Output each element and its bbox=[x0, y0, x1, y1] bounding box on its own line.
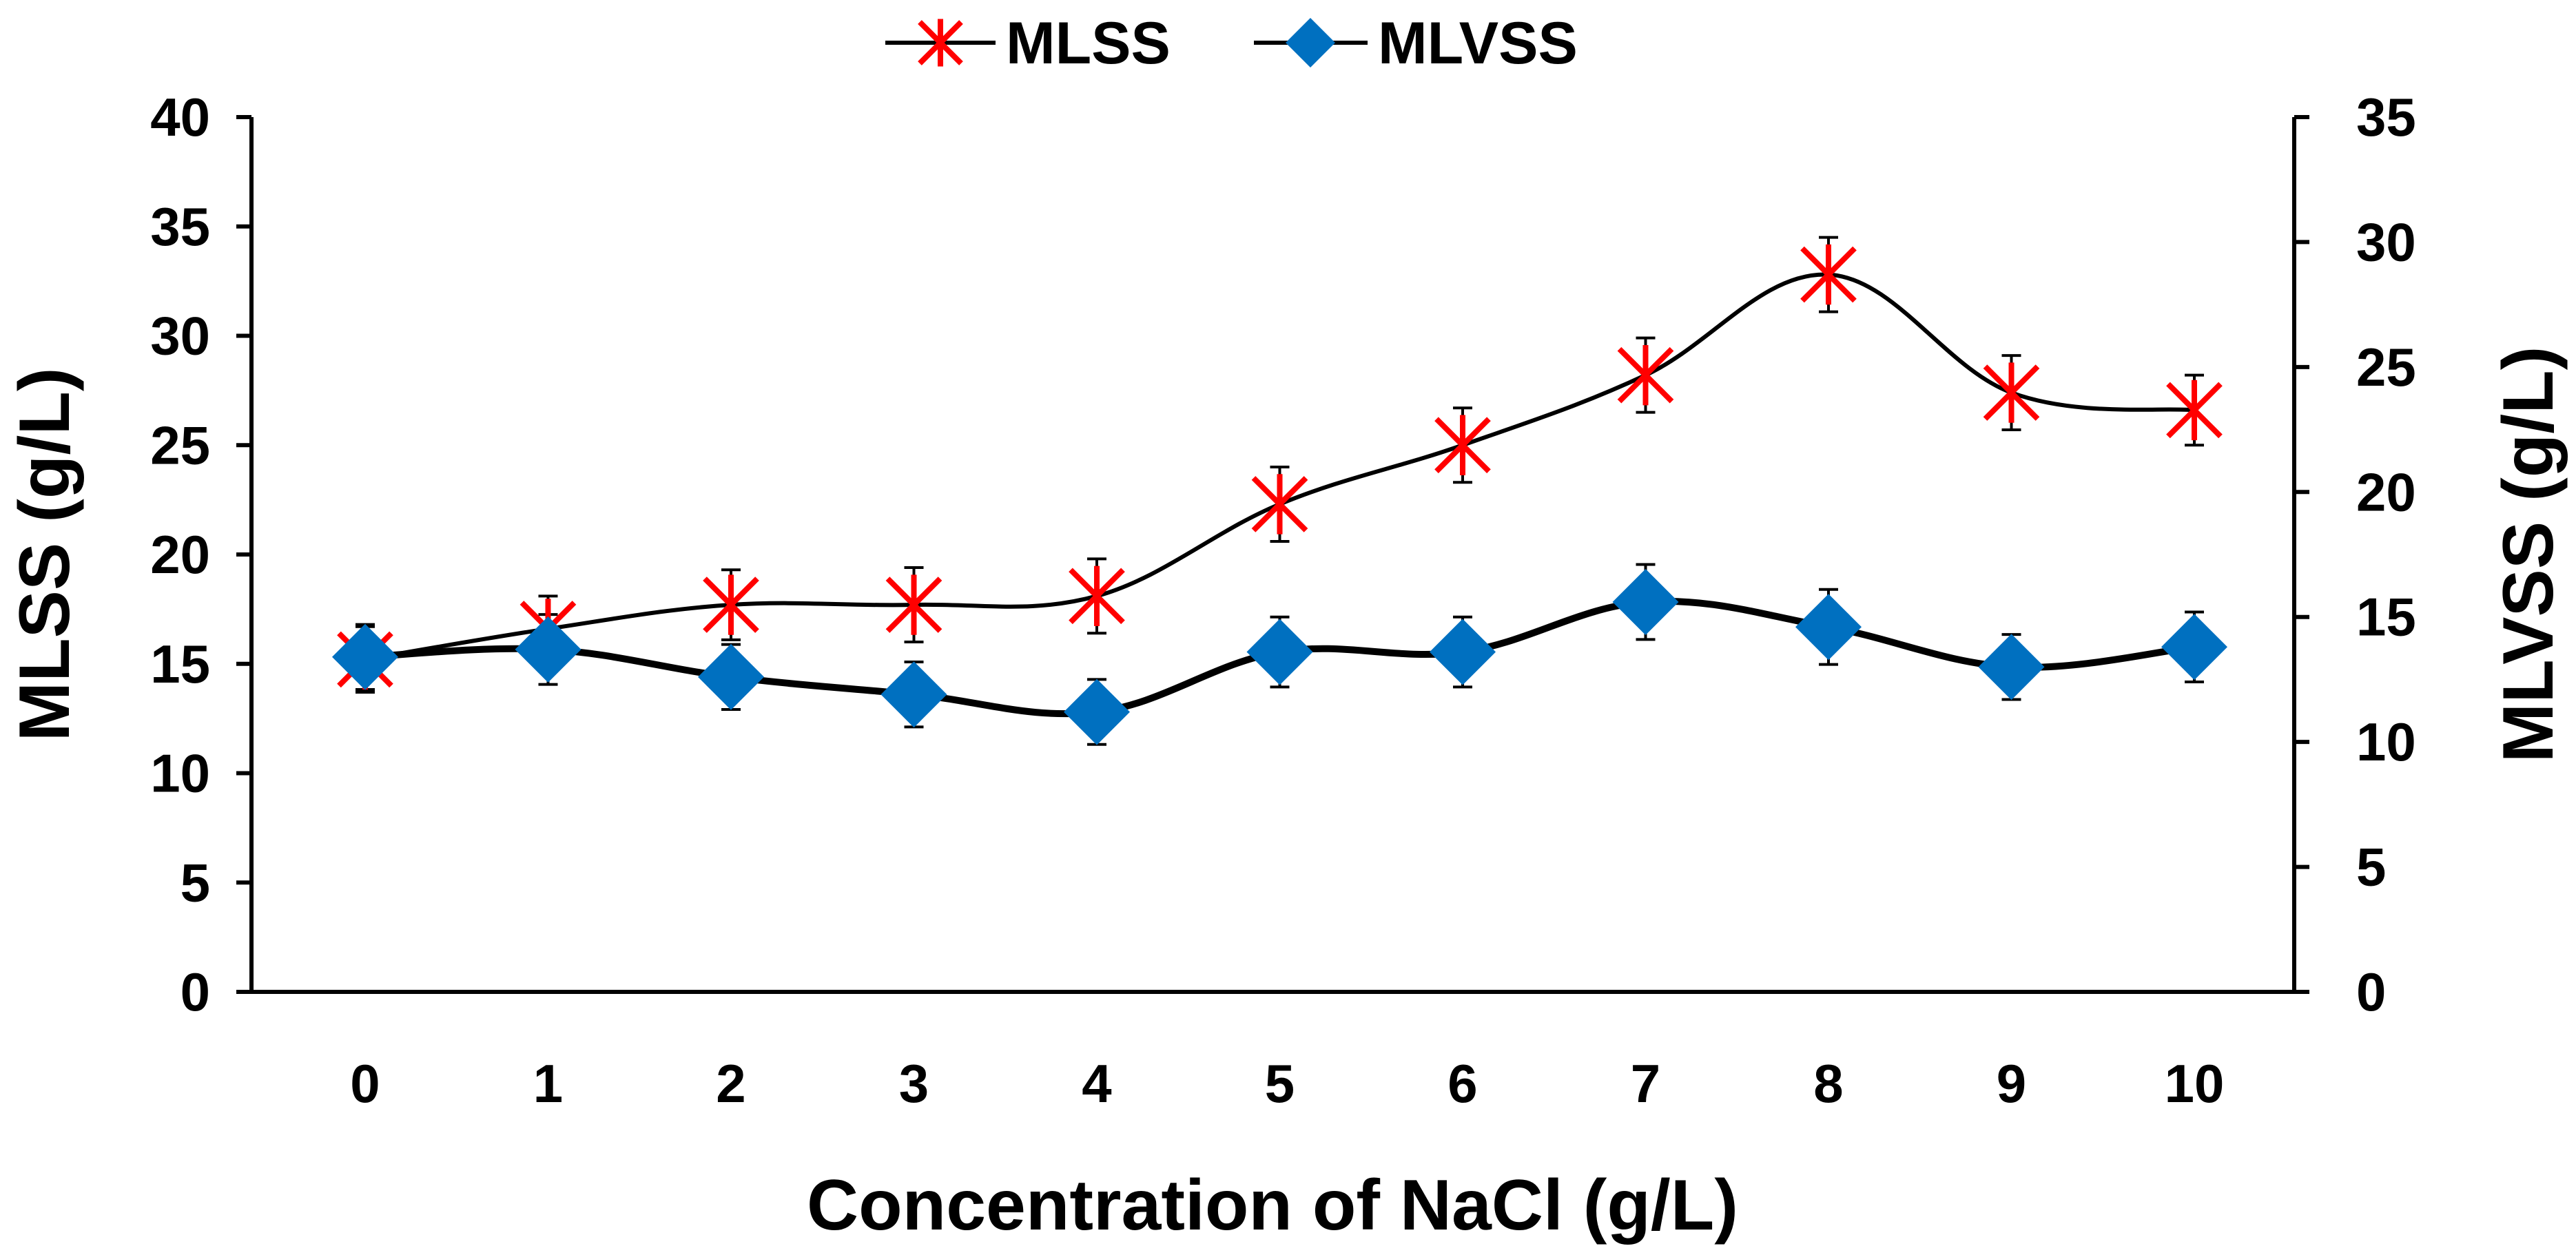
mlvss-point bbox=[1795, 594, 1862, 661]
right-y-tick-label: 20 bbox=[2356, 461, 2416, 522]
x-tick-label: 10 bbox=[2165, 1053, 2225, 1114]
right-y-tick-label: 15 bbox=[2356, 587, 2416, 647]
left-y-axis-ticks: 0 5 10 15 20 25 30 35 40 bbox=[150, 87, 251, 1022]
x-tick-label: 8 bbox=[1813, 1053, 1843, 1114]
right-y-tick-label: 35 bbox=[2356, 87, 2416, 147]
left-y-tick-label: 30 bbox=[150, 306, 210, 366]
x-tick-label: 9 bbox=[1997, 1053, 2026, 1114]
right-y-tick-label: 0 bbox=[2356, 962, 2386, 1022]
left-y-tick-label: 25 bbox=[150, 415, 210, 475]
mlss-point bbox=[885, 574, 942, 635]
mlvss-point bbox=[880, 661, 947, 728]
mlss-point bbox=[1069, 566, 1125, 627]
mlss-point bbox=[1251, 474, 1308, 535]
legend-mlss-asterisk-icon bbox=[918, 19, 963, 67]
left-y-tick-label: 40 bbox=[150, 87, 210, 147]
x-tick-label: 3 bbox=[899, 1053, 929, 1114]
mlvss-point bbox=[1978, 634, 2045, 701]
x-tick-label: 0 bbox=[350, 1053, 380, 1114]
mlss-point bbox=[1434, 415, 1491, 475]
right-y-tick-label: 5 bbox=[2356, 837, 2386, 898]
mlvss-point bbox=[2161, 614, 2227, 681]
legend-mlvss-marker-icon bbox=[1286, 18, 1335, 68]
left-y-tick-label: 5 bbox=[181, 852, 210, 913]
mlvss-point bbox=[515, 616, 581, 683]
mlvss-point bbox=[332, 623, 398, 690]
mlvss-point bbox=[1612, 568, 1679, 635]
x-axis-ticks: 0 1 2 3 4 5 6 7 8 9 10 bbox=[350, 1053, 2224, 1114]
legend-mlvss-label: MLVSS bbox=[1378, 10, 1578, 76]
x-tick-label: 2 bbox=[716, 1053, 745, 1114]
x-tick-label: 1 bbox=[533, 1053, 563, 1114]
right-y-tick-label: 30 bbox=[2356, 211, 2416, 272]
mlss-point bbox=[1800, 244, 1857, 305]
mlss-point bbox=[1617, 344, 1674, 406]
x-tick-label: 4 bbox=[1082, 1053, 1111, 1114]
legend: MLSS MLVSS bbox=[885, 10, 1578, 76]
legend-mlvss-diamond-icon bbox=[1286, 18, 1335, 68]
right-y-axis-ticks: 0 5 10 15 20 25 30 35 bbox=[2294, 87, 2416, 1022]
left-y-tick-label: 10 bbox=[150, 743, 210, 804]
x-axis-title: Concentration of NaCl (g/L) bbox=[807, 1165, 1738, 1245]
left-y-tick-label: 0 bbox=[181, 962, 210, 1022]
mlss-point bbox=[703, 574, 759, 635]
mlvss-point bbox=[1064, 678, 1130, 745]
left-y-tick-label: 15 bbox=[150, 634, 210, 694]
mlss-point bbox=[1983, 362, 2040, 423]
mlvss-point bbox=[698, 643, 764, 710]
right-y-axis-title: MLVSS (g/L) bbox=[2489, 346, 2568, 763]
x-tick-label: 6 bbox=[1447, 1053, 1477, 1114]
mlvss-point bbox=[1430, 619, 1496, 685]
x-tick-label: 7 bbox=[1631, 1053, 1660, 1114]
mlvss-point bbox=[1246, 619, 1313, 685]
legend-mlss-label: MLSS bbox=[1006, 10, 1171, 76]
mlvss-markers bbox=[332, 568, 2227, 745]
left-y-axis-title: MLSS (g/L) bbox=[5, 367, 85, 741]
right-y-tick-label: 10 bbox=[2356, 712, 2416, 772]
left-y-tick-label: 20 bbox=[150, 524, 210, 585]
left-y-tick-label: 35 bbox=[150, 196, 210, 257]
x-tick-label: 5 bbox=[1265, 1053, 1295, 1114]
legend-mlss-marker-icon bbox=[918, 19, 963, 67]
mlss-point bbox=[2166, 380, 2223, 441]
right-y-tick-label: 25 bbox=[2356, 337, 2416, 397]
